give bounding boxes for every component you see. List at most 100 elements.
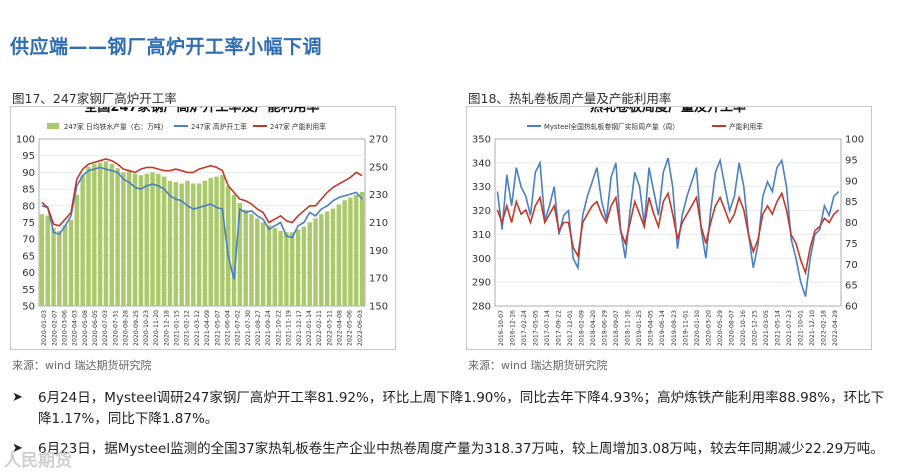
bar — [225, 186, 231, 306]
bar — [214, 176, 219, 306]
bar — [39, 214, 45, 306]
y-right-tick-label: 65 — [845, 281, 858, 292]
y-right-tick-label: 100 — [845, 135, 864, 146]
x-tick-label: 2017-12-01 — [567, 310, 574, 346]
x-tick-label: 2022-02-18 — [821, 310, 828, 346]
y-right-tick-label: 95 — [845, 155, 858, 166]
bar — [231, 194, 237, 306]
bar — [179, 183, 184, 306]
x-tick-label: 2020-08-28 — [123, 310, 130, 346]
x-tick-label: 2018-11-16 — [625, 310, 632, 346]
bar — [68, 219, 74, 306]
y-left-tick-label: 80 — [22, 201, 35, 212]
y-left-tick-label: 300 — [472, 254, 491, 265]
x-tick-label: 2020-12-18 — [163, 310, 170, 346]
bullet-1-line-2: 降1.17%，同比下降1.87%。 — [38, 411, 219, 427]
y-left-tick-label: 280 — [472, 302, 491, 313]
bar — [313, 218, 318, 306]
y-right-tick-label: 250 — [369, 162, 388, 173]
chart-title: 热轧卷板周度产量及开工率 — [590, 107, 746, 115]
left-figure-source: 来源：wind 瑞达期货研究院 — [12, 359, 152, 372]
x-tick-label: 2021-10-01 — [798, 310, 805, 346]
y-right-tick-label: 170 — [369, 274, 388, 285]
x-tick-label: 2020-10-16 — [740, 310, 747, 346]
x-tick-label: 2017-09-22 — [555, 310, 562, 346]
bar — [307, 222, 312, 306]
bar — [260, 222, 266, 306]
x-tick-label: 2021-03-12 — [194, 310, 201, 346]
bar — [301, 226, 307, 306]
x-tick-label: 2022-04-08 — [337, 310, 344, 346]
legend-entry: 247家 高炉开工率 — [191, 122, 247, 131]
x-tick-label: 2021-12-10 — [809, 310, 816, 346]
x-tick-label: 2020-08-07 — [728, 310, 735, 346]
bar — [173, 182, 179, 306]
left-chart-frame: 全国247家钢厂高炉开工率及产能利用率 50 55 60 65 70 75 80 85 90 95 1… — [10, 99, 396, 350]
y-right-tick-label: 210 — [369, 218, 388, 229]
x-tick-label: 2020-09-25 — [133, 310, 140, 346]
bar — [266, 225, 272, 306]
y-right-tick-label: 230 — [369, 190, 388, 201]
x-tick-label: 2020-07-03 — [102, 310, 109, 346]
left-figure-caption: 图17、247家钢厂高炉开工率 — [12, 91, 177, 106]
watermark: 人民期货 — [4, 451, 72, 471]
x-tick-label: 2020-10-23 — [143, 310, 150, 346]
legend-swatch — [47, 123, 59, 129]
bar — [86, 166, 91, 306]
bar — [243, 209, 248, 306]
bar — [359, 191, 365, 306]
y-left-tick-label: 340 — [472, 158, 491, 169]
x-tick-label: 2019-04-05 — [648, 310, 655, 346]
bar — [278, 230, 283, 306]
x-tick-label: 2021-06-04 — [224, 310, 231, 346]
bar — [150, 172, 155, 306]
bullet-arrow-icon: ➤ — [12, 441, 23, 456]
x-tick-label: 2020-06-05 — [92, 310, 99, 346]
x-tick-label: 2020-12-25 — [752, 310, 759, 346]
bar — [342, 200, 347, 306]
bar — [132, 173, 138, 306]
x-tick-label: 2019-01-25 — [636, 310, 643, 346]
y-right-tick-label: 70 — [845, 260, 858, 271]
bar — [295, 229, 301, 306]
x-tick-label: 2021-11-19 — [286, 310, 293, 346]
bar — [115, 168, 120, 306]
x-tick-label: 2018-09-07 — [613, 310, 620, 346]
bullet-1-line-1: 6月24日，Mysteel调研247家钢厂高炉开工率81.92%，环比上周下降1… — [38, 390, 885, 406]
series-line — [496, 191, 840, 276]
y-right-tick-label: 90 — [845, 176, 858, 187]
y-right-tick-label: 75 — [845, 239, 858, 250]
right-figure-caption: 图18、热轧卷板周产量及产能利用率 — [468, 91, 672, 106]
blast-furnace-chart: 全国247家钢厂高炉开工率及产能利用率 50 55 60 65 70 75 80 85 90 95 1… — [16, 99, 388, 346]
y-left-tick-label: 65 — [22, 251, 35, 262]
chart-title: 全国247家钢厂高炉开工率及产能利用率 — [83, 107, 319, 115]
x-tick-label: 2019-11-01 — [682, 310, 689, 346]
bar — [161, 176, 167, 306]
series-line — [496, 157, 840, 297]
y-right-tick-label: 270 — [369, 135, 388, 146]
bar — [220, 175, 225, 306]
x-tick-label: 2021-05-14 — [775, 310, 782, 346]
x-tick-label: 2022-03-11 — [326, 310, 333, 346]
y-right-tick-label: 60 — [845, 302, 858, 313]
x-tick-label: 2022-02-11 — [316, 310, 323, 346]
plot-area — [494, 138, 842, 307]
bar — [196, 183, 202, 306]
bar — [336, 204, 342, 306]
bar — [144, 173, 149, 306]
x-tick-label: 2020-03-20 — [705, 310, 712, 346]
x-tick-label: 2021-07-30 — [245, 310, 252, 346]
x-tick-label: 2021-10-22 — [275, 310, 282, 346]
bar — [284, 232, 289, 306]
bar — [62, 225, 68, 306]
x-tick-label: 2020-01-10 — [694, 310, 701, 346]
y-left-tick-label: 85 — [22, 185, 35, 196]
y-right-tick-label: 190 — [369, 246, 388, 257]
bar — [319, 214, 324, 306]
hot-rolled-coil-chart: 热轧卷板周度产量及开工率 280 290 300 310 320 330 340 350 60 65… — [472, 99, 864, 346]
bar — [109, 164, 114, 306]
x-tick-label: 2019-06-14 — [659, 310, 666, 346]
x-tick-label: 2020-03-06 — [61, 310, 68, 346]
bullet-arrow-icon: ➤ — [12, 390, 23, 405]
x-tick-label: 2021-07-02 — [235, 310, 242, 346]
